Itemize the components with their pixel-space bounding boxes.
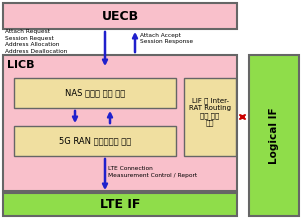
Text: Logical IF: Logical IF (269, 107, 279, 164)
Text: LTE IF: LTE IF (100, 198, 140, 211)
Text: Address Allocation: Address Allocation (5, 42, 59, 48)
Bar (14, 126, 176, 156)
Text: LICB: LICB (7, 60, 35, 70)
Bar (3, 55, 237, 191)
Text: 정책 관리: 정책 관리 (200, 112, 220, 119)
Bar (3, 3, 237, 29)
Bar (184, 78, 236, 156)
Text: UECB: UECB (102, 9, 138, 23)
Text: RAT Routing: RAT Routing (189, 105, 231, 111)
Bar (3, 193, 237, 216)
Text: Address Deallocation: Address Deallocation (5, 49, 67, 54)
Bar (249, 55, 299, 216)
Bar (14, 78, 176, 108)
Text: Session Response: Session Response (140, 39, 193, 44)
Text: Attach Accept: Attach Accept (140, 32, 181, 37)
Text: LIF 및 Inter-: LIF 및 Inter- (191, 97, 228, 104)
Text: 기능: 기능 (206, 120, 214, 126)
Text: LTE Connection: LTE Connection (108, 166, 153, 171)
Text: Session Request: Session Request (5, 36, 54, 41)
Text: 5G RAN 에밀레이션 기능: 5G RAN 에밀레이션 기능 (59, 136, 131, 145)
Text: Measurement Control / Report: Measurement Control / Report (108, 173, 197, 178)
Text: NAS 메시지 전송 기능: NAS 메시지 전송 기능 (65, 88, 125, 97)
Text: Attach Request: Attach Request (5, 30, 50, 35)
